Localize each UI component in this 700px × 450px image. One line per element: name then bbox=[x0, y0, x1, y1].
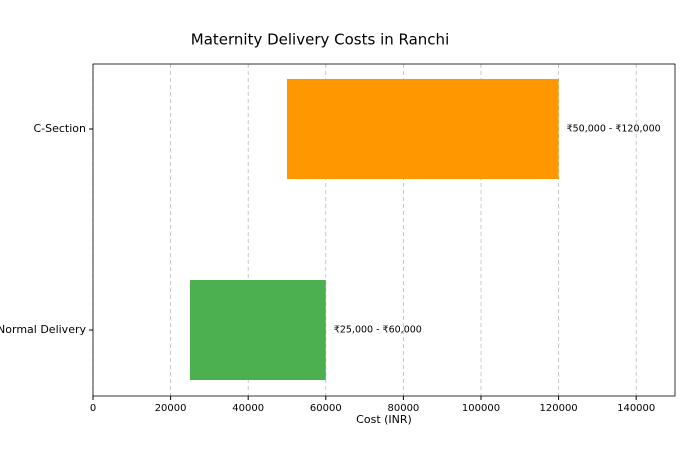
y-tick-label: Normal Delivery bbox=[0, 323, 86, 336]
x-tick-label: 0 bbox=[90, 403, 96, 414]
x-tick-label: 60000 bbox=[310, 403, 342, 414]
y-tick-label: C-Section bbox=[33, 122, 86, 135]
x-tick-label: 100000 bbox=[462, 403, 500, 414]
value-label: ₹25,000 - ₹60,000 bbox=[334, 325, 422, 336]
plot-frame bbox=[92, 63, 676, 397]
x-tick-label: 40000 bbox=[232, 403, 264, 414]
x-tick-label: 140000 bbox=[617, 403, 655, 414]
x-tick-label: 20000 bbox=[155, 403, 187, 414]
x-tick-label: 120000 bbox=[540, 403, 578, 414]
value-label: ₹50,000 - ₹120,000 bbox=[567, 124, 661, 135]
chart-title: Maternity Delivery Costs in Ranchi bbox=[191, 31, 449, 49]
x-tick-label: 80000 bbox=[387, 403, 419, 414]
x-axis-label: Cost (INR) bbox=[356, 413, 412, 426]
bar bbox=[287, 79, 559, 179]
bar bbox=[190, 280, 326, 380]
